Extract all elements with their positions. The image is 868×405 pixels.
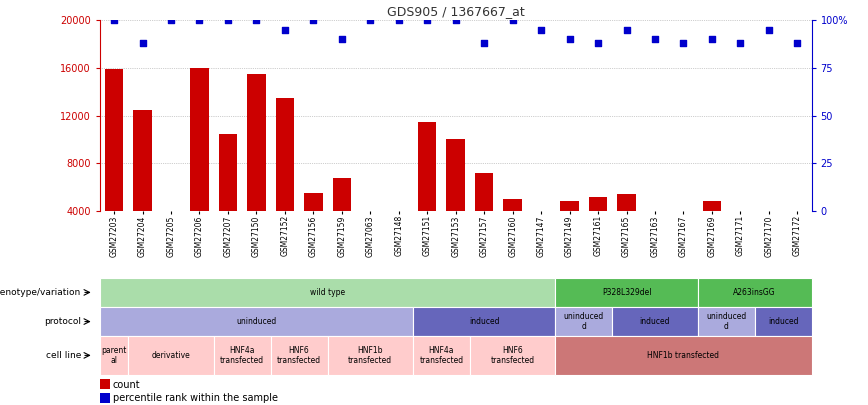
Point <box>193 17 207 23</box>
Text: P328L329del: P328L329del <box>602 288 651 297</box>
Text: HNF1b transfected: HNF1b transfected <box>648 351 720 360</box>
Point <box>477 40 491 47</box>
Point <box>791 40 805 47</box>
Bar <box>105 69 123 211</box>
Point <box>221 17 235 23</box>
Point <box>591 40 605 47</box>
Text: parent
al: parent al <box>102 346 127 365</box>
Bar <box>134 110 152 211</box>
Bar <box>219 134 237 211</box>
Point <box>676 40 690 47</box>
Point <box>762 27 776 33</box>
Bar <box>446 139 465 211</box>
Point <box>534 27 548 33</box>
Text: HNF4a
transfected: HNF4a transfected <box>220 346 264 365</box>
Bar <box>418 122 437 211</box>
Bar <box>475 173 493 211</box>
Point <box>562 36 576 43</box>
Text: induced: induced <box>640 317 670 326</box>
Point <box>733 40 747 47</box>
Point <box>107 17 121 23</box>
Text: HNF6
transfected: HNF6 transfected <box>277 346 321 365</box>
Bar <box>731 211 750 237</box>
Text: HNF1b
transfected: HNF1b transfected <box>348 346 392 365</box>
Point <box>420 17 434 23</box>
Point <box>335 36 349 43</box>
Text: induced: induced <box>768 317 799 326</box>
Text: derivative: derivative <box>152 351 190 360</box>
Bar <box>304 193 323 211</box>
Text: wild type: wild type <box>310 288 345 297</box>
Text: uninduced
d: uninduced d <box>706 312 746 331</box>
Text: A263insGG: A263insGG <box>733 288 776 297</box>
Bar <box>617 194 635 211</box>
Point <box>449 17 463 23</box>
Text: uninduced
d: uninduced d <box>563 312 604 331</box>
Point <box>364 17 378 23</box>
Bar <box>247 74 266 211</box>
Point <box>249 17 263 23</box>
Bar <box>332 178 351 211</box>
Bar <box>788 211 806 229</box>
Title: GDS905 / 1367667_at: GDS905 / 1367667_at <box>387 5 524 18</box>
Bar <box>646 211 664 221</box>
Bar <box>161 211 181 244</box>
Bar <box>674 211 693 221</box>
Point <box>648 36 662 43</box>
Point <box>278 27 292 33</box>
Bar <box>703 201 721 211</box>
Point <box>164 17 178 23</box>
Point <box>506 17 520 23</box>
Bar <box>390 211 408 235</box>
Text: protocol: protocol <box>44 317 82 326</box>
Point <box>306 17 320 23</box>
Point <box>620 27 634 33</box>
Text: induced: induced <box>469 317 499 326</box>
Bar <box>760 211 778 241</box>
Text: cell line: cell line <box>46 351 82 360</box>
Text: HNF6
transfected: HNF6 transfected <box>490 346 535 365</box>
Text: count: count <box>113 380 141 390</box>
Point <box>135 40 149 47</box>
Bar <box>503 199 522 211</box>
Bar <box>276 98 294 211</box>
Point <box>391 17 405 23</box>
Bar <box>361 211 379 237</box>
Point <box>705 36 719 43</box>
Bar <box>589 197 608 211</box>
Bar <box>100 393 110 403</box>
Text: uninduced: uninduced <box>236 317 277 326</box>
Text: genotype/variation: genotype/variation <box>0 288 82 297</box>
Bar <box>561 201 579 211</box>
Text: percentile rank within the sample: percentile rank within the sample <box>113 393 278 403</box>
Bar <box>190 68 208 211</box>
Text: HNF4a
transfected: HNF4a transfected <box>419 346 464 365</box>
Bar <box>532 211 550 216</box>
Bar <box>100 379 110 389</box>
